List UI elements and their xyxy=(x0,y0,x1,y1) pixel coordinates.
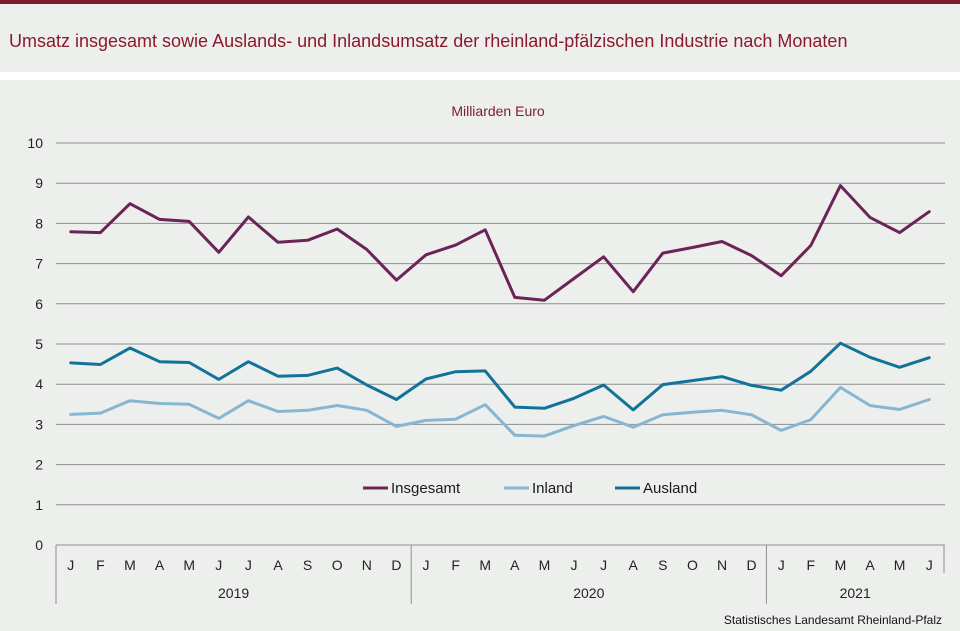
source-note: Statistisches Landesamt Rheinland-Pfalz xyxy=(724,613,942,627)
x-tick-label: J xyxy=(215,557,222,573)
year-label: 2020 xyxy=(573,585,604,601)
y-tick-label: 0 xyxy=(35,537,43,553)
series-lines xyxy=(69,184,931,438)
chart-title: Umsatz insgesamt sowie Auslands- und Inl… xyxy=(9,31,848,51)
y-tick-label: 8 xyxy=(35,215,43,231)
y-tick-label: 4 xyxy=(35,376,43,392)
x-tick-label: A xyxy=(510,557,520,573)
x-tick-label: M xyxy=(894,557,906,573)
series-line-inland xyxy=(69,385,931,438)
unit-label: Milliarden Euro xyxy=(451,103,545,119)
year-label: 2021 xyxy=(840,585,871,601)
x-tick-label: J xyxy=(778,557,785,573)
header: Umsatz insgesamt sowie Auslands- und Inl… xyxy=(0,4,960,72)
x-tick-label: M xyxy=(835,557,847,573)
x-tick-label: O xyxy=(332,557,343,573)
x-tick-label: A xyxy=(629,557,639,573)
series-line-insgesamt xyxy=(69,184,931,302)
x-tick-label: F xyxy=(807,557,816,573)
y-tick-label: 1 xyxy=(35,497,43,513)
x-tick-label: M xyxy=(539,557,551,573)
x-tick-label: D xyxy=(747,557,757,573)
x-tick-label: D xyxy=(391,557,401,573)
x-tick-label: J xyxy=(571,557,578,573)
x-tick-label: F xyxy=(451,557,460,573)
x-tick-label: M xyxy=(124,557,136,573)
x-tick-label: J xyxy=(245,557,252,573)
x-tick-label: J xyxy=(600,557,607,573)
y-axis: 0 1 2 3 4 5 6 7 8 9 10 xyxy=(27,135,43,553)
series-line-ausland xyxy=(69,341,931,412)
chart-panel: Milliarden Euro 0 1 2 3 4 5 6 7 8 9 10 J F M A M J J A S O N… xyxy=(0,80,960,631)
y-tick-label: 3 xyxy=(35,416,43,432)
x-tick-label: N xyxy=(717,557,727,573)
x-tick-label: N xyxy=(362,557,372,573)
x-axis: J F M A M J J A S O N D J F M A M J J A S O N D J F M A M J 2019 2020 20… xyxy=(55,545,945,604)
x-tick-label: J xyxy=(926,557,933,573)
y-tick-label: 10 xyxy=(27,135,43,151)
x-tick-label: A xyxy=(865,557,875,573)
x-tick-label: M xyxy=(479,557,491,573)
legend: Insgesamt Inland Ausland xyxy=(363,480,697,497)
x-tick-label: A xyxy=(155,557,165,573)
y-tick-label: 2 xyxy=(35,457,43,473)
x-tick-label: S xyxy=(303,557,312,573)
x-tick-label: M xyxy=(183,557,195,573)
x-tick-label: A xyxy=(273,557,283,573)
legend-label: Inland xyxy=(532,480,573,497)
line-chart: Milliarden Euro 0 1 2 3 4 5 6 7 8 9 10 J F M A M J J A S O N… xyxy=(27,103,945,627)
y-tick-label: 7 xyxy=(35,256,43,272)
x-tick-label: J xyxy=(67,557,74,573)
y-tick-label: 5 xyxy=(35,336,43,352)
legend-label: Insgesamt xyxy=(391,480,461,497)
x-tick-label: S xyxy=(658,557,667,573)
top-accent-rule xyxy=(0,0,960,4)
x-tick-label: J xyxy=(423,557,430,573)
gridlines xyxy=(56,142,945,546)
y-tick-label: 9 xyxy=(35,175,43,191)
y-tick-label: 6 xyxy=(35,296,43,312)
x-tick-label: F xyxy=(96,557,105,573)
year-label: 2019 xyxy=(218,585,249,601)
legend-label: Ausland xyxy=(643,480,697,497)
x-tick-label: O xyxy=(687,557,698,573)
